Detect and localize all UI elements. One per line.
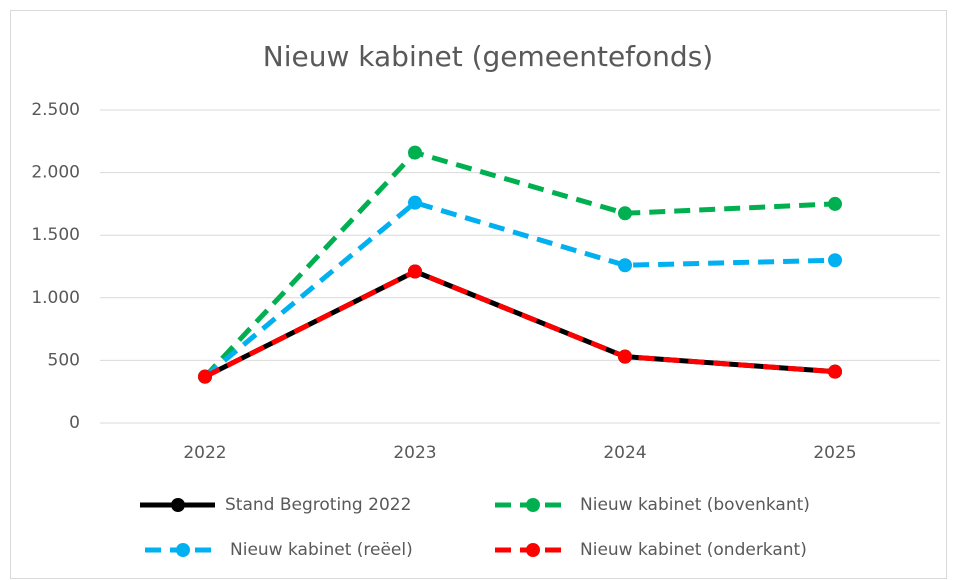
legend-label: Nieuw kabinet (bovenkant) (580, 495, 810, 515)
data-point (198, 369, 212, 384)
y-tick-label: 2.000 (31, 163, 80, 183)
x-tick-label: 2024 (603, 443, 646, 463)
legend-label: Nieuw kabinet (onderkant) (580, 540, 807, 560)
y-tick-label: 0 (69, 413, 80, 433)
legend-label: Stand Begroting 2022 (225, 495, 411, 515)
data-point (618, 258, 632, 273)
data-point (408, 195, 422, 210)
data-point (618, 206, 632, 221)
y-tick-label: 500 (48, 350, 80, 370)
x-tick-label: 2025 (813, 443, 856, 463)
series-line (203, 199, 836, 379)
legend-label: Nieuw kabinet (reëel) (230, 540, 413, 560)
data-point (828, 253, 842, 268)
legend-marker (176, 543, 190, 557)
legend-marker (526, 498, 540, 512)
chart-title: Nieuw kabinet (gemeentefonds) (263, 40, 713, 73)
chart-frame (10, 10, 947, 579)
y-tick-label: 1.500 (31, 225, 80, 245)
legend-marker (171, 498, 185, 512)
series-line (203, 149, 836, 379)
data-point (618, 349, 632, 364)
legend-marker (526, 543, 540, 557)
y-tick-label: 2.500 (31, 100, 80, 120)
data-point (408, 145, 422, 160)
data-point (408, 264, 422, 279)
x-tick-label: 2023 (393, 443, 436, 463)
y-tick-label: 1.000 (31, 288, 80, 308)
data-point (828, 364, 842, 379)
x-tick-label: 2022 (183, 443, 226, 463)
series-line (203, 268, 836, 379)
data-point (828, 196, 842, 211)
